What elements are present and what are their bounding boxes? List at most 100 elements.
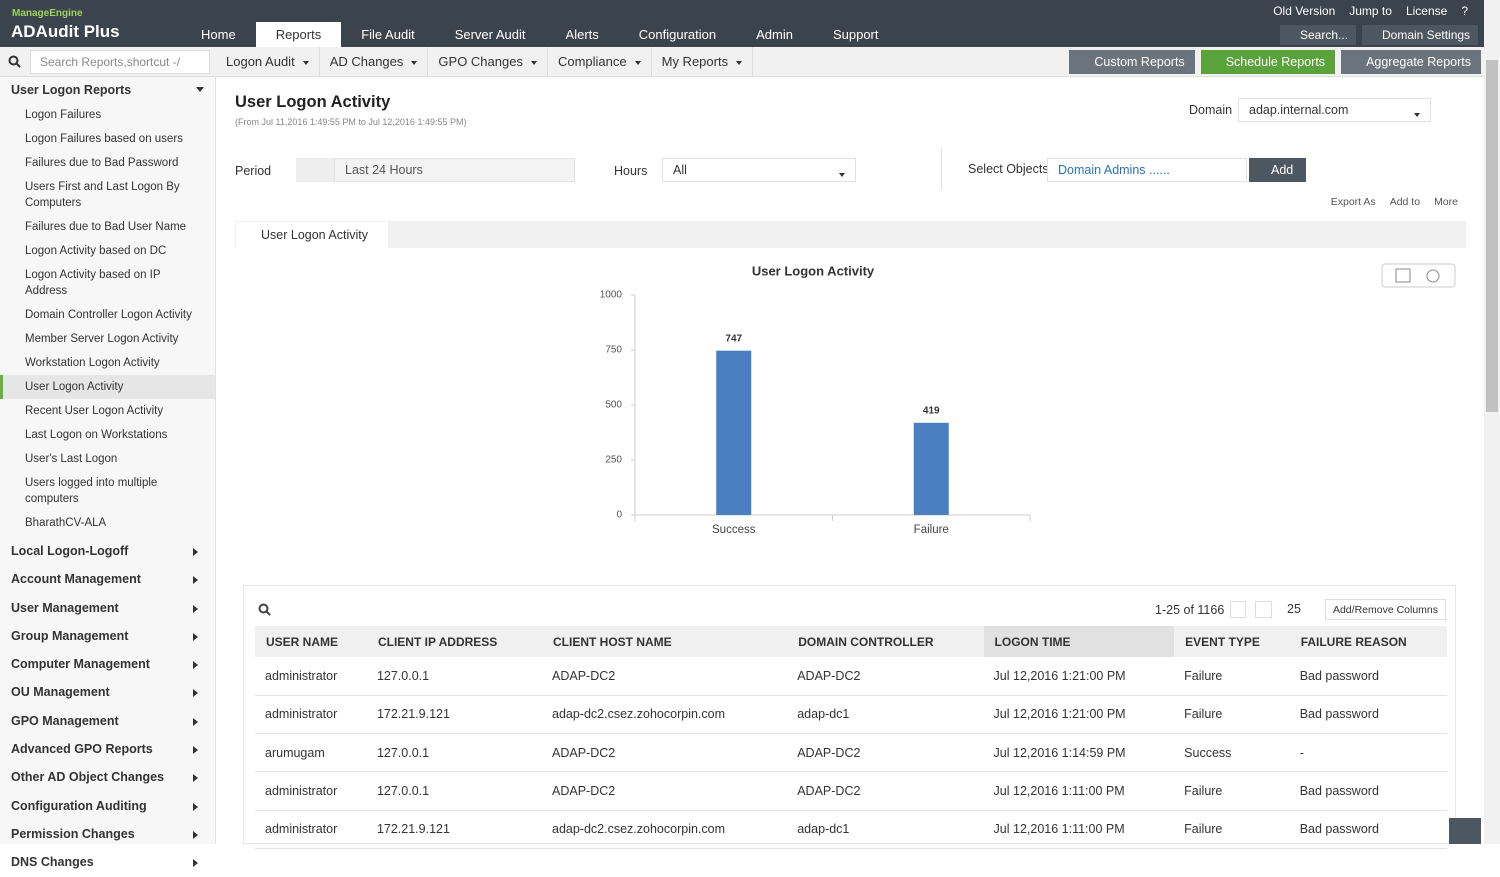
- last-page[interactable]: [1255, 601, 1272, 618]
- nav-tab[interactable]: Configuration: [638, 27, 717, 42]
- column-header[interactable]: USER NAME: [255, 626, 367, 657]
- sidebar-section[interactable]: Configuration Auditing: [0, 792, 215, 820]
- nav-tab[interactable]: Reports: [255, 22, 342, 47]
- toolbar-button[interactable]: Aggregate Reports: [1341, 50, 1481, 74]
- top-link[interactable]: ?: [1461, 4, 1468, 18]
- sidebar-section[interactable]: Other AD Object Changes: [0, 763, 215, 791]
- sidebar-item[interactable]: User's Last Logon: [25, 453, 118, 465]
- report-tab[interactable]: User Logon Activity: [236, 222, 388, 249]
- sidebar-section[interactable]: User Management: [0, 594, 215, 622]
- table-cell: 172.21.9.121: [366, 810, 542, 849]
- hours-select[interactable]: All: [662, 158, 856, 182]
- objects-field[interactable]: Domain Admins ......: [1047, 158, 1247, 182]
- chart-tool-icon[interactable]: [1395, 268, 1411, 283]
- sidebar-item[interactable]: Failures due to Bad Password: [25, 157, 179, 169]
- chat-button[interactable]: [1449, 818, 1481, 844]
- column-header[interactable]: EVENT TYPE: [1174, 626, 1290, 657]
- scroll-thumb[interactable]: [1486, 60, 1498, 412]
- objects-label: Select Objects: [968, 162, 1049, 176]
- sidebar-item[interactable]: Recent User Logon Activity: [25, 405, 164, 417]
- sidebar-item[interactable]: Logon Activity based on IP Address: [25, 269, 161, 297]
- sidebar-section[interactable]: Local Logon-Logoff: [0, 537, 215, 565]
- nav-tab[interactable]: Home: [201, 27, 236, 42]
- table-cell: ADAP-DC2: [787, 657, 984, 696]
- pagination: 1-25 of 1166: [1155, 603, 1225, 617]
- sidebar-group[interactable]: User Logon Reports: [0, 77, 215, 103]
- page-size[interactable]: 25: [1287, 602, 1301, 616]
- add-button[interactable]: Add: [1249, 158, 1306, 182]
- menu[interactable]: My Reports: [652, 47, 754, 77]
- nav-tab[interactable]: Alerts: [565, 27, 599, 42]
- domain-settings[interactable]: Domain Settings: [1362, 25, 1479, 45]
- period-field[interactable]: Last 24 Hours: [334, 158, 575, 182]
- table-cell: Jul 12,2016 1:21:00 PM: [983, 695, 1175, 735]
- domain-select[interactable]: adap.internal.com: [1238, 98, 1431, 122]
- header-search[interactable]: Search...: [1280, 25, 1357, 45]
- sidebar-section[interactable]: Group Management: [0, 622, 215, 650]
- sidebar-section[interactable]: DNS Changes: [0, 848, 215, 876]
- sidebar-section[interactable]: Account Management: [0, 565, 215, 593]
- sidebar-item[interactable]: Member Server Logon Activity: [25, 333, 179, 345]
- table: USER NAME CLIENT IP ADDRESS CLIENT HOST NA…: [255, 626, 1447, 849]
- sidebar-item[interactable]: Logon Activity based on DC: [25, 245, 167, 257]
- table-cell: ADAP-DC2: [542, 657, 788, 696]
- sidebar-item[interactable]: Workstation Logon Activity: [25, 357, 160, 369]
- sidebar-section[interactable]: Computer Management: [0, 650, 215, 678]
- toolbar-button[interactable]: Custom Reports: [1069, 50, 1195, 74]
- top-link[interactable]: Old Version: [1273, 4, 1336, 18]
- sidebar-item[interactable]: Users logged into multiple computers: [25, 477, 158, 505]
- nav-tab[interactable]: Support: [832, 27, 879, 42]
- menu[interactable]: Logon Audit: [216, 47, 320, 77]
- chart-title: User Logon Activity: [752, 263, 875, 278]
- sidebar-item[interactable]: Users First and Last Logon By Computers: [25, 181, 180, 209]
- sidebar-section[interactable]: Permission Changes: [0, 820, 215, 848]
- menu[interactable]: GPO Changes: [428, 47, 548, 77]
- toolbar-button[interactable]: Schedule Reports: [1200, 50, 1336, 74]
- menu[interactable]: Compliance: [548, 47, 652, 77]
- nav-tab[interactable]: Admin: [756, 27, 793, 42]
- report-action[interactable]: More: [1434, 196, 1458, 208]
- sidebar-item[interactable]: Last Logon on Workstations: [25, 429, 168, 441]
- report-search[interactable]: Search Reports,shortcut -/: [30, 50, 210, 74]
- sidebar-item[interactable]: BharathCV-ALA: [25, 517, 107, 529]
- table-row[interactable]: administrator 127.0.0.1 ADAP-DC2 ADAP-DC2 Ju…: [255, 657, 1447, 696]
- table-cell: Bad password: [1289, 771, 1447, 811]
- table-row[interactable]: arumugam 127.0.0.1 ADAP-DC2 ADAP-DC2 Jul 12,…: [255, 733, 1447, 773]
- report-action[interactable]: Export As: [1330, 196, 1376, 208]
- top-link[interactable]: License: [1405, 4, 1448, 18]
- sidebar-item[interactable]: Logon Failures based on users: [25, 133, 183, 145]
- nav-tab[interactable]: Server Audit: [454, 27, 526, 42]
- sidebar-section[interactable]: OU Management: [0, 678, 215, 706]
- nav-tab[interactable]: File Audit: [361, 27, 415, 42]
- table-cell: administrator: [255, 810, 367, 849]
- table-row[interactable]: administrator 172.21.9.121 adap-dc2.csez.z…: [255, 695, 1447, 735]
- column-header[interactable]: CLIENT IP ADDRESS: [366, 626, 542, 657]
- table-row[interactable]: administrator 172.21.9.121 adap-dc2.csez.z…: [255, 810, 1447, 849]
- table-search-icon[interactable]: [258, 603, 272, 617]
- column-header[interactable]: LOGON TIME: [983, 626, 1175, 657]
- column-header[interactable]: DOMAIN CONTROLLER: [787, 626, 984, 657]
- column-header[interactable]: CLIENT HOST NAME: [542, 626, 788, 657]
- chart-tools[interactable]: [1381, 263, 1456, 288]
- table-cell: Jul 12,2016 1:14:59 PM: [983, 733, 1175, 773]
- nav-tabs: Home Reports File Audit Server Audit Alerts C…: [181, 22, 899, 47]
- report-title: User Logon Activity: [235, 93, 391, 111]
- top-link[interactable]: Jump to: [1349, 4, 1392, 18]
- sidebar-section[interactable]: Advanced GPO Reports: [0, 735, 215, 763]
- table-cell: arumugam: [255, 733, 367, 773]
- table-row[interactable]: administrator 127.0.0.1 ADAP-DC2 ADAP-DC2 Ju…: [255, 771, 1447, 811]
- add-remove-columns[interactable]: Add/Remove Columns: [1325, 599, 1446, 620]
- calendar-icon[interactable]: [296, 158, 334, 182]
- next-page[interactable]: [1230, 601, 1246, 618]
- table-cell: Jul 12,2016 1:11:00 PM: [983, 810, 1175, 849]
- sidebar-section[interactable]: GPO Management: [0, 707, 215, 735]
- menu[interactable]: AD Changes: [320, 47, 429, 77]
- column-header[interactable]: FAILURE REASON: [1289, 626, 1447, 657]
- sidebar-item[interactable]: Logon Failures: [25, 109, 102, 121]
- report-action[interactable]: Add to: [1389, 196, 1421, 208]
- sidebar-item[interactable]: User Logon Activity: [0, 375, 215, 399]
- report-range: (From Jul 11,2016 1:49:55 PM to Jul 12,2…: [235, 117, 467, 127]
- chart-tool-icon[interactable]: [1426, 269, 1440, 283]
- sidebar-item[interactable]: Domain Controller Logon Activity: [25, 309, 192, 321]
- sidebar-item[interactable]: Failures due to Bad User Name: [25, 221, 187, 233]
